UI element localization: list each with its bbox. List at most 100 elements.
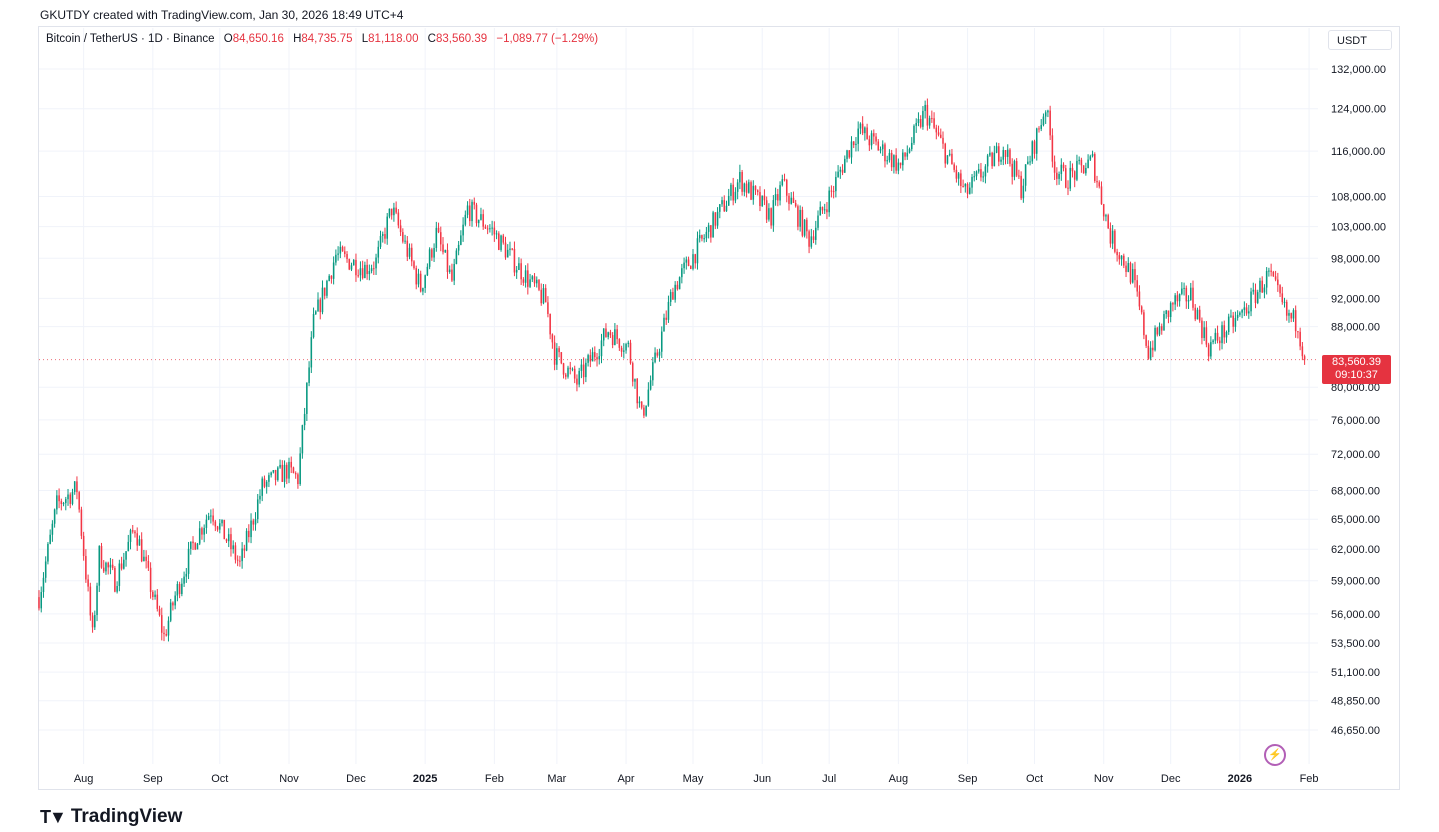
candle-body xyxy=(355,259,357,276)
x-tick-label: Dec xyxy=(1161,773,1181,785)
candle-body xyxy=(1073,171,1076,180)
time-axis: Aug Sep Oct Nov Dec 2025 Feb Mar Apr May Jun Jul Aug… xyxy=(74,773,1319,785)
candle-body xyxy=(643,407,645,416)
candle-body xyxy=(301,425,304,454)
candle-body xyxy=(571,368,574,370)
candle-body xyxy=(1011,163,1013,177)
price-axis: 132,000.00 124,000.00 116,000.00 108,000.00… xyxy=(1331,64,1386,737)
candle-body xyxy=(955,169,958,179)
candle-body xyxy=(1069,167,1072,189)
candle-body xyxy=(89,586,92,616)
candle-body xyxy=(1299,331,1301,347)
candle-body xyxy=(1236,314,1239,319)
candle-body xyxy=(466,205,469,215)
candle-body xyxy=(774,194,777,201)
candle-body xyxy=(1038,128,1040,130)
candle-body xyxy=(1283,301,1286,303)
candle-body xyxy=(214,521,217,527)
y-tick-label: 56,000.00 xyxy=(1331,609,1380,621)
candle-body xyxy=(475,204,478,224)
candle-body xyxy=(134,531,136,534)
candle-body xyxy=(1006,149,1009,157)
tradingview-logo[interactable]: T▼ TradingView xyxy=(40,806,182,828)
candle-body xyxy=(413,261,415,269)
candle-body xyxy=(864,127,866,134)
candle-body xyxy=(339,246,342,254)
candle-body xyxy=(433,247,435,258)
candle-body xyxy=(1225,332,1228,338)
x-tick-label: Jun xyxy=(753,773,771,785)
candle-body xyxy=(67,494,69,500)
candle-body xyxy=(906,152,909,157)
candle-body xyxy=(951,153,953,165)
candle-body xyxy=(426,266,429,276)
candle-body xyxy=(410,247,413,262)
candle-body xyxy=(169,602,172,621)
candle-body xyxy=(181,583,183,594)
candle-body xyxy=(1232,315,1234,327)
candle-body xyxy=(480,214,482,220)
candle-body xyxy=(386,216,388,239)
candle-body xyxy=(326,280,328,296)
candle-body xyxy=(1169,303,1172,318)
candle-body xyxy=(138,539,141,546)
candle-body xyxy=(58,495,60,502)
candle-body xyxy=(1042,116,1045,126)
candle-body xyxy=(846,150,848,159)
candle-body xyxy=(424,275,426,289)
candle-body xyxy=(207,516,210,520)
candle-body xyxy=(1156,327,1159,335)
candle-body xyxy=(192,541,194,544)
candle-body xyxy=(1178,293,1181,302)
symbol-name[interactable]: Bitcoin / TetherUS · 1D · Binance xyxy=(46,33,215,45)
candle-body xyxy=(663,317,665,332)
candle-body xyxy=(62,503,65,505)
candle-body xyxy=(187,548,190,574)
candle-body xyxy=(140,539,143,562)
candle-body xyxy=(826,209,828,213)
candle-body xyxy=(596,357,598,360)
candle-body xyxy=(627,342,630,345)
lightning-icon[interactable]: ⚡ xyxy=(1264,744,1286,766)
candle-body xyxy=(422,288,424,292)
candle-body xyxy=(1227,316,1230,333)
candle-body xyxy=(1303,356,1306,360)
candle-body xyxy=(567,367,569,377)
candle-body xyxy=(136,533,138,546)
candle-body xyxy=(145,556,147,561)
chart-frame[interactable] xyxy=(38,26,1400,790)
candle-body xyxy=(591,352,594,362)
candle-body xyxy=(614,329,616,345)
candle-body xyxy=(498,233,500,250)
candle-body xyxy=(732,184,734,201)
candle-body xyxy=(285,464,288,479)
candle-body xyxy=(471,201,473,222)
x-tick-label: Apr xyxy=(617,773,634,785)
candle-body xyxy=(611,335,614,345)
candle-body xyxy=(725,205,728,212)
candle-body xyxy=(40,592,43,609)
candle-body xyxy=(540,289,543,304)
candle-body xyxy=(216,526,219,530)
candle-body xyxy=(1172,303,1174,305)
candle-body xyxy=(221,519,223,524)
candle-body xyxy=(714,212,717,226)
x-tick-label: 2026 xyxy=(1228,773,1252,785)
candle-body xyxy=(350,265,353,270)
candle-body xyxy=(158,608,161,616)
candle-body xyxy=(254,519,257,525)
currency-button[interactable]: USDT xyxy=(1328,30,1392,50)
candle-body xyxy=(558,348,560,353)
candle-body xyxy=(719,204,721,212)
candle-body xyxy=(1241,310,1243,313)
candle-body xyxy=(969,187,971,194)
candle-body xyxy=(991,152,993,167)
candle-body xyxy=(366,264,368,275)
candle-body xyxy=(493,227,496,235)
candle-body xyxy=(1031,141,1034,162)
candle-body xyxy=(283,464,286,482)
candle-body xyxy=(857,128,859,144)
candle-body xyxy=(984,166,987,177)
candle-body xyxy=(520,263,522,280)
